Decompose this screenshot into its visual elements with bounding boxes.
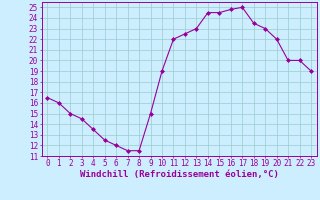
X-axis label: Windchill (Refroidissement éolien,°C): Windchill (Refroidissement éolien,°C) [80, 170, 279, 179]
